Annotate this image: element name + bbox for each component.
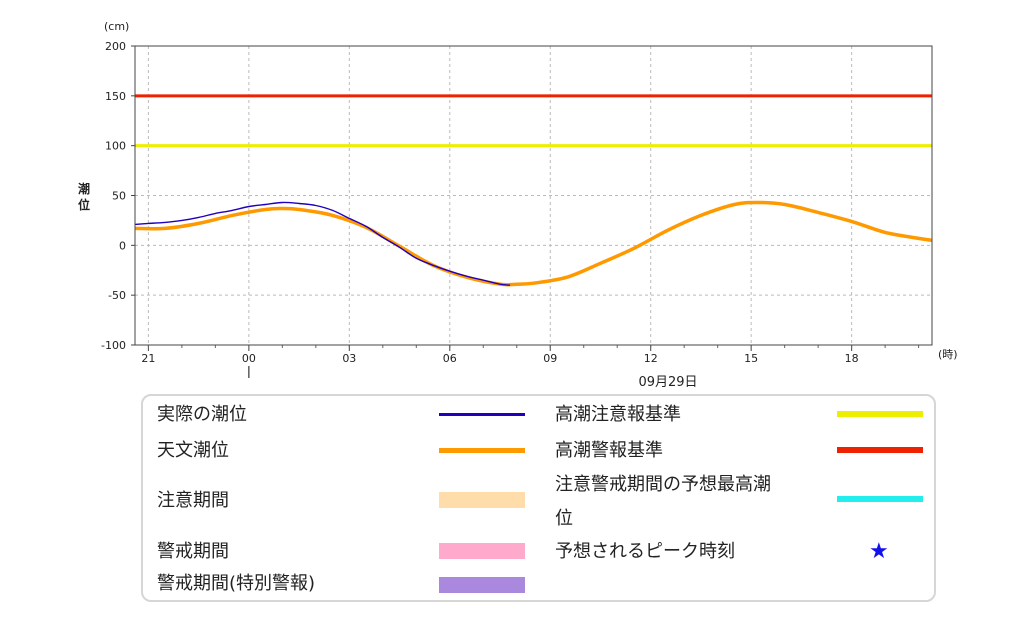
y-tick-label: 0 <box>119 239 126 252</box>
x-unit-label: (時) <box>938 348 958 361</box>
legend-swatch-forecast-max <box>837 496 923 502</box>
series-actual-tide <box>134 201 511 286</box>
y-axis-title: 潮位 <box>78 181 90 212</box>
y-axis-title-char: 潮 <box>78 181 90 196</box>
y-tick-label: 100 <box>105 140 126 153</box>
x-tick-label: 12 <box>644 352 658 365</box>
legend-label-forecast-max-2: 位 <box>555 508 573 529</box>
y-tick-label: -50 <box>108 289 126 302</box>
y-axis-title-char: 位 <box>78 197 90 212</box>
plot-area: -100 -50 0 50 100 150 200 21 00 03 06 09 12 15 18 <box>101 40 933 378</box>
legend-label-warning-standard: 高潮警報基準 <box>555 440 663 461</box>
date-label: 09月29日 <box>638 375 697 390</box>
legend-swatch-caution-standard <box>837 411 923 417</box>
legend-label-actual: 実際の潮位 <box>157 404 247 425</box>
x-tick-label: 00 <box>242 352 256 365</box>
x-tick-label: 15 <box>744 352 758 365</box>
x-tick-label: 21 <box>141 352 155 365</box>
y-tick-label: 150 <box>105 90 126 103</box>
legend-swatch-warning-period <box>439 543 525 559</box>
legend-label-caution-standard: 高潮注意報基準 <box>555 404 681 425</box>
legend-swatch-warning-special <box>439 577 525 593</box>
legend-swatch-actual <box>439 413 525 416</box>
legend-label-peak-time: 予想されるピーク時刻 <box>555 541 735 562</box>
star-icon: ★ <box>869 539 889 564</box>
y-tick-label: 200 <box>105 40 126 53</box>
legend-label-forecast-max-1: 注意警戒期間の予想最高潮 <box>555 474 771 495</box>
legend-swatch-warning-standard <box>837 447 923 453</box>
legend-swatch-astronomical <box>439 448 525 453</box>
series-astronomical-tide <box>134 200 933 287</box>
legend: 実際の潮位 天文潮位 注意期間 警戒期間 警戒期間(特別警報) 高潮注意報基準 … <box>141 394 936 602</box>
legend-swatch-caution-period <box>439 492 525 508</box>
y-tick-label: 50 <box>112 190 126 203</box>
y-tick-label: -100 <box>101 339 126 352</box>
x-tick-label: 03 <box>342 352 356 365</box>
plot-border <box>134 45 933 346</box>
x-tick-label: 06 <box>443 352 457 365</box>
tide-chart: (cm) (時) 09月29日 潮位 -100 -50 0 50 100 150 200 21… <box>78 20 958 390</box>
legend-label-astronomical: 天文潮位 <box>157 440 229 461</box>
legend-label-caution-period: 注意期間 <box>157 490 229 511</box>
x-tick-label: 18 <box>845 352 859 365</box>
x-tick-label: 09 <box>543 352 557 365</box>
legend-label-warning-special: 警戒期間(特別警報) <box>157 573 316 594</box>
legend-label-warning-period: 警戒期間 <box>157 541 229 562</box>
y-unit-label: (cm) <box>104 20 129 33</box>
